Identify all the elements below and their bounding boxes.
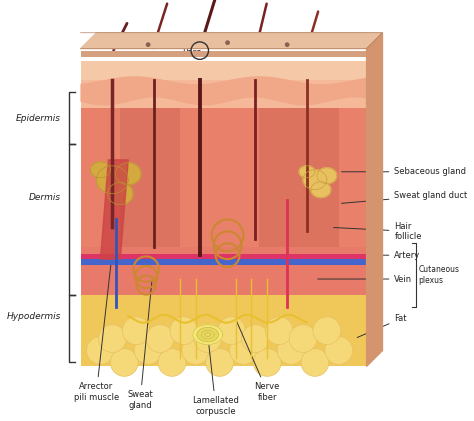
Bar bbox=[81, 69, 366, 108]
Bar bbox=[81, 108, 366, 247]
Text: Sweat gland duct: Sweat gland duct bbox=[342, 191, 468, 203]
Circle shape bbox=[110, 349, 138, 376]
Circle shape bbox=[289, 325, 317, 352]
Circle shape bbox=[325, 337, 353, 365]
Polygon shape bbox=[317, 168, 337, 184]
Polygon shape bbox=[116, 163, 141, 185]
Text: Pore: Pore bbox=[182, 45, 201, 56]
Circle shape bbox=[146, 42, 151, 47]
Circle shape bbox=[122, 317, 150, 344]
Text: Hair
follicle: Hair follicle bbox=[334, 221, 422, 241]
Polygon shape bbox=[197, 328, 219, 342]
Circle shape bbox=[218, 317, 246, 344]
Text: Hypodermis: Hypodermis bbox=[6, 312, 61, 321]
Text: Dermis: Dermis bbox=[28, 193, 61, 202]
Text: Lamellated
corpuscle: Lamellated corpuscle bbox=[192, 337, 239, 416]
Text: Fat: Fat bbox=[357, 314, 407, 338]
Circle shape bbox=[158, 349, 186, 376]
Polygon shape bbox=[201, 330, 214, 339]
Circle shape bbox=[254, 349, 281, 376]
Circle shape bbox=[285, 42, 290, 47]
Polygon shape bbox=[91, 162, 110, 178]
Text: Cutaneous
plexus: Cutaneous plexus bbox=[418, 265, 459, 285]
Polygon shape bbox=[366, 33, 383, 366]
Circle shape bbox=[87, 337, 114, 365]
Circle shape bbox=[194, 325, 222, 352]
Circle shape bbox=[241, 325, 269, 352]
Text: Hair: Hair bbox=[329, 80, 380, 89]
Text: Vein: Vein bbox=[318, 274, 412, 283]
Bar bbox=[120, 108, 180, 247]
Text: Epidermis: Epidermis bbox=[16, 114, 61, 123]
Polygon shape bbox=[108, 183, 133, 205]
Polygon shape bbox=[311, 182, 331, 197]
Polygon shape bbox=[100, 160, 128, 259]
Polygon shape bbox=[205, 333, 210, 337]
Bar bbox=[81, 51, 366, 56]
Circle shape bbox=[301, 349, 329, 376]
Bar bbox=[81, 295, 366, 366]
Text: Nerve
fiber: Nerve fiber bbox=[237, 321, 280, 402]
Circle shape bbox=[146, 325, 174, 352]
Bar bbox=[259, 108, 339, 247]
Circle shape bbox=[313, 317, 341, 344]
Circle shape bbox=[99, 325, 126, 352]
Bar bbox=[81, 254, 366, 259]
Circle shape bbox=[277, 337, 305, 365]
Bar bbox=[81, 247, 366, 295]
Polygon shape bbox=[303, 170, 327, 189]
Bar bbox=[81, 259, 366, 265]
Polygon shape bbox=[299, 166, 315, 178]
Circle shape bbox=[265, 317, 293, 344]
Circle shape bbox=[225, 40, 230, 45]
Circle shape bbox=[182, 337, 210, 365]
Text: Sweat
gland: Sweat gland bbox=[128, 282, 153, 410]
Circle shape bbox=[134, 337, 162, 365]
Circle shape bbox=[206, 349, 234, 376]
Text: Sebaceous gland: Sebaceous gland bbox=[342, 167, 466, 176]
Circle shape bbox=[170, 317, 198, 344]
Text: Artery: Artery bbox=[318, 250, 420, 260]
Bar bbox=[81, 61, 366, 80]
Text: Arrector
pili muscle: Arrector pili muscle bbox=[74, 254, 119, 402]
Polygon shape bbox=[81, 33, 383, 49]
Polygon shape bbox=[193, 325, 223, 344]
Polygon shape bbox=[97, 166, 128, 194]
Circle shape bbox=[229, 337, 257, 365]
